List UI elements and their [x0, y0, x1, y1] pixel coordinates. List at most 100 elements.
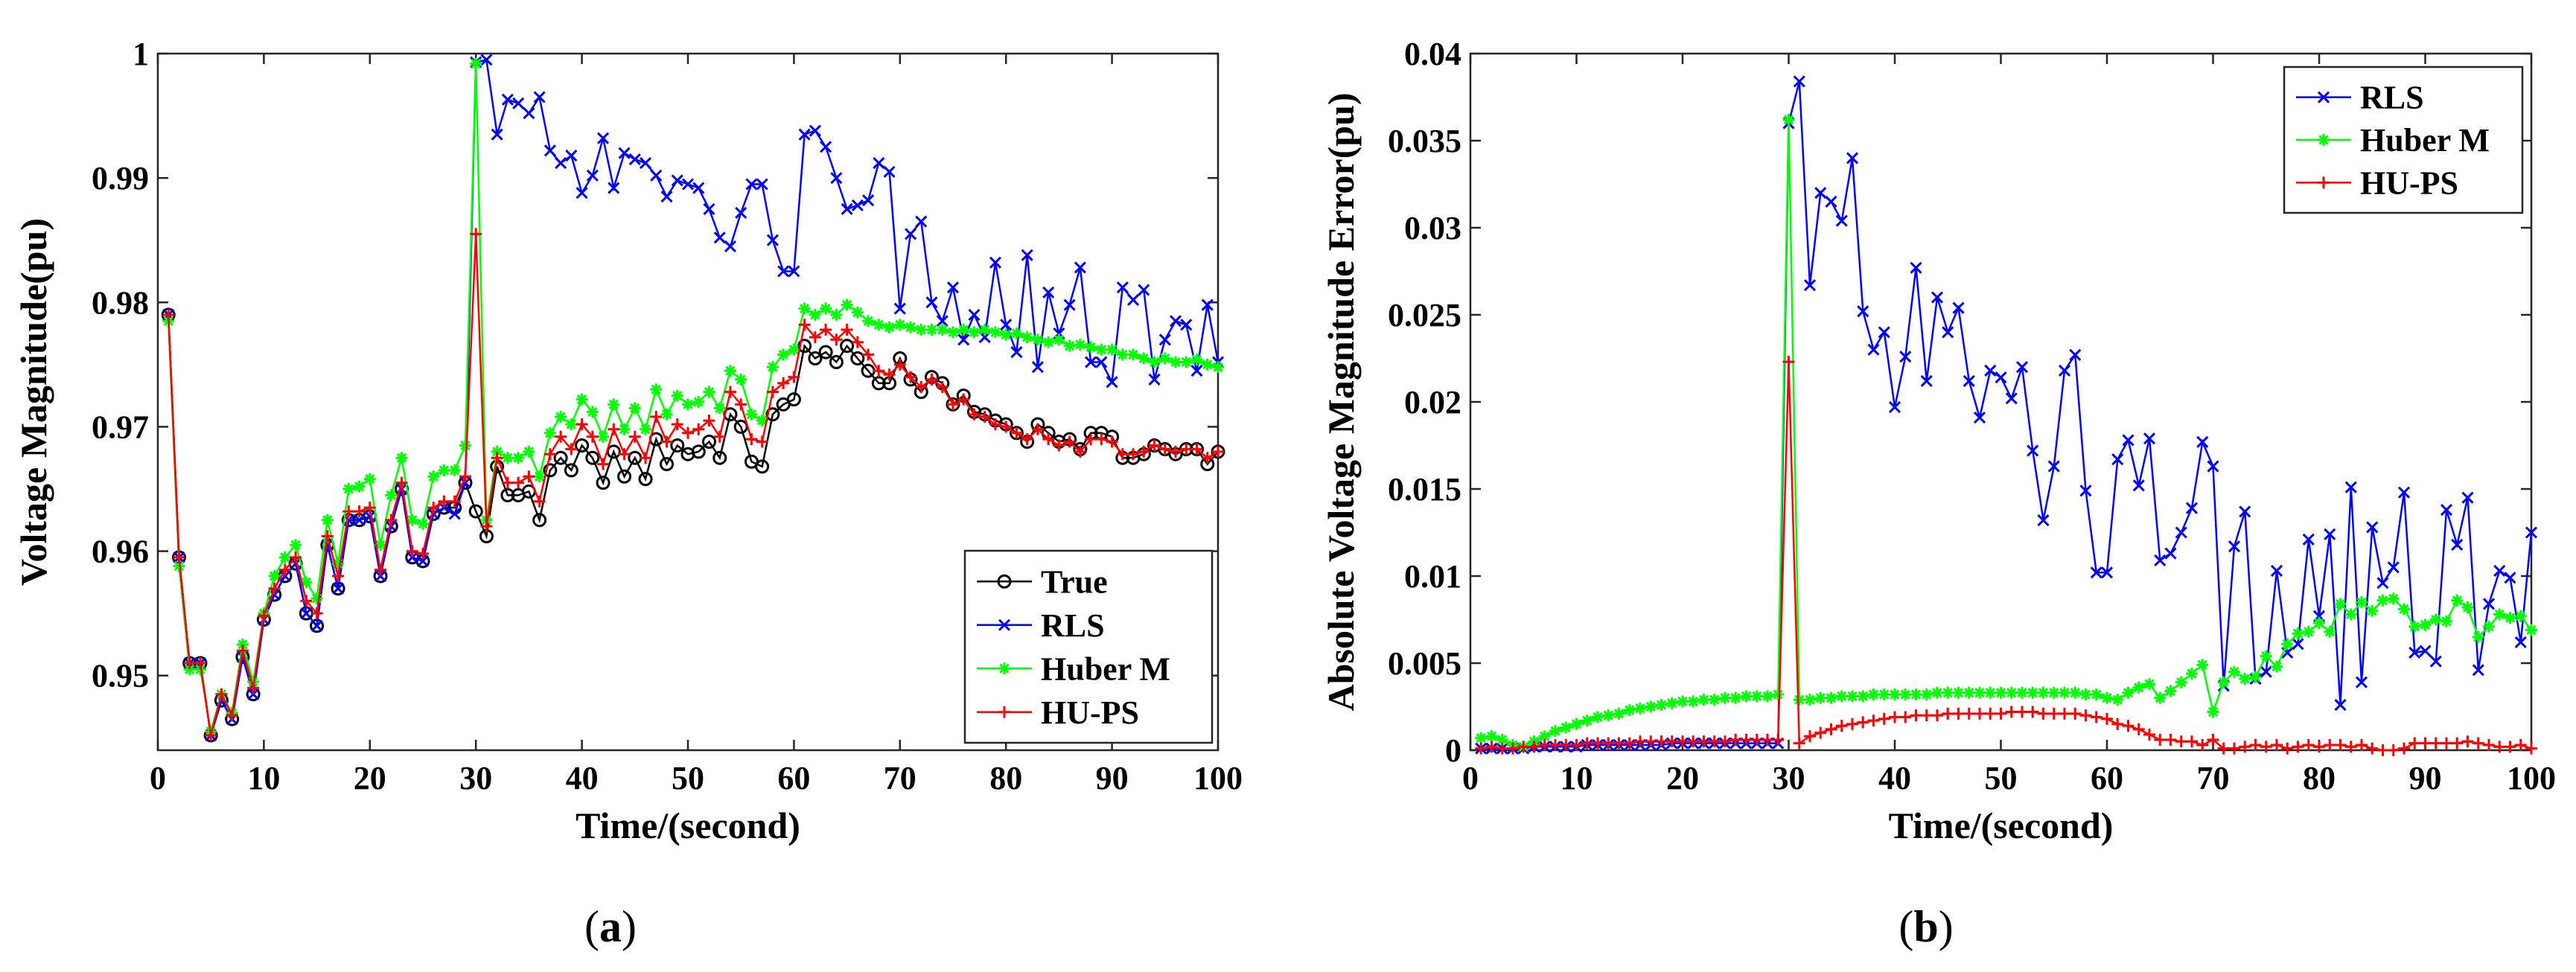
point [2525, 526, 2538, 539]
point [2175, 526, 2187, 539]
point [1180, 356, 1193, 368]
legend-entry: HU-PS [977, 694, 1139, 731]
point [1942, 707, 1954, 720]
point [2313, 617, 2325, 630]
point [1180, 319, 1193, 331]
point [2281, 638, 2294, 650]
legend-label: RLS [2360, 80, 2424, 116]
point [2090, 711, 2102, 723]
point [1190, 443, 1203, 455]
point [1697, 694, 1710, 706]
point [300, 576, 313, 589]
point [2015, 361, 2029, 374]
point [1772, 688, 1785, 701]
point [2122, 434, 2135, 447]
point [2228, 742, 2240, 755]
point [809, 331, 821, 344]
point [491, 452, 503, 464]
point [1085, 341, 1097, 354]
point [1496, 733, 1508, 746]
legend-entry: Huber M [2296, 122, 2490, 159]
point [1974, 707, 1986, 720]
point [1878, 712, 1890, 725]
legend-label: Huber M [2360, 122, 2490, 159]
x-tick-label: 20 [1666, 760, 1699, 796]
point [638, 472, 653, 487]
point [586, 430, 599, 443]
point [1942, 686, 1954, 699]
point [183, 663, 196, 676]
point [2101, 691, 2113, 704]
point [501, 93, 514, 106]
point [2292, 741, 2304, 753]
point [2005, 706, 2018, 718]
point [363, 510, 376, 522]
point [576, 187, 588, 199]
point [905, 321, 917, 333]
point [681, 178, 695, 191]
point [2027, 706, 2039, 718]
y-tick-label: 0.98 [92, 284, 149, 321]
point [565, 443, 578, 455]
point [1963, 707, 1975, 720]
point [597, 132, 610, 144]
point [2344, 608, 2357, 621]
point [777, 377, 790, 389]
point [2429, 655, 2442, 668]
point [1538, 730, 1551, 743]
point [501, 476, 514, 489]
point [1127, 448, 1140, 461]
point [660, 408, 673, 421]
x-tick-label: 90 [1096, 760, 1129, 796]
point [278, 551, 291, 563]
point [427, 470, 440, 483]
point [1729, 691, 1742, 704]
point [1846, 690, 1858, 703]
point [1867, 714, 1880, 727]
point [448, 508, 461, 520]
point [512, 97, 525, 109]
point [692, 182, 705, 194]
point [1857, 305, 1869, 318]
point [1665, 697, 1678, 709]
point [1835, 214, 1848, 227]
point [1031, 333, 1044, 346]
point [713, 430, 726, 443]
point [692, 396, 705, 408]
point [1148, 356, 1161, 368]
point [300, 607, 313, 620]
point [915, 215, 928, 228]
point [735, 373, 747, 386]
point [2143, 728, 2155, 741]
point [2324, 625, 2336, 638]
point [703, 386, 715, 398]
point [2461, 735, 2474, 748]
point [841, 202, 853, 215]
point [533, 470, 546, 483]
point [1762, 733, 1773, 746]
point [1138, 445, 1150, 458]
point [2387, 744, 2400, 756]
point [1570, 738, 1583, 751]
point [2366, 604, 2379, 617]
point [2525, 624, 2537, 636]
point [194, 663, 206, 676]
point [2408, 737, 2421, 749]
point [2027, 686, 2039, 699]
point [628, 153, 641, 166]
point [786, 392, 801, 407]
point [1825, 723, 1837, 735]
point [2376, 594, 2389, 607]
point [1952, 686, 1965, 699]
y-tick-label: 0.035 [1388, 123, 1461, 159]
point [2122, 720, 2135, 732]
point [1984, 364, 1997, 377]
point [830, 333, 843, 346]
point [2281, 742, 2294, 755]
point [2143, 432, 2156, 445]
point [1549, 725, 1561, 738]
point [703, 202, 715, 215]
point [1613, 707, 1625, 720]
point [596, 476, 610, 490]
x-tick-label: 40 [566, 760, 599, 796]
